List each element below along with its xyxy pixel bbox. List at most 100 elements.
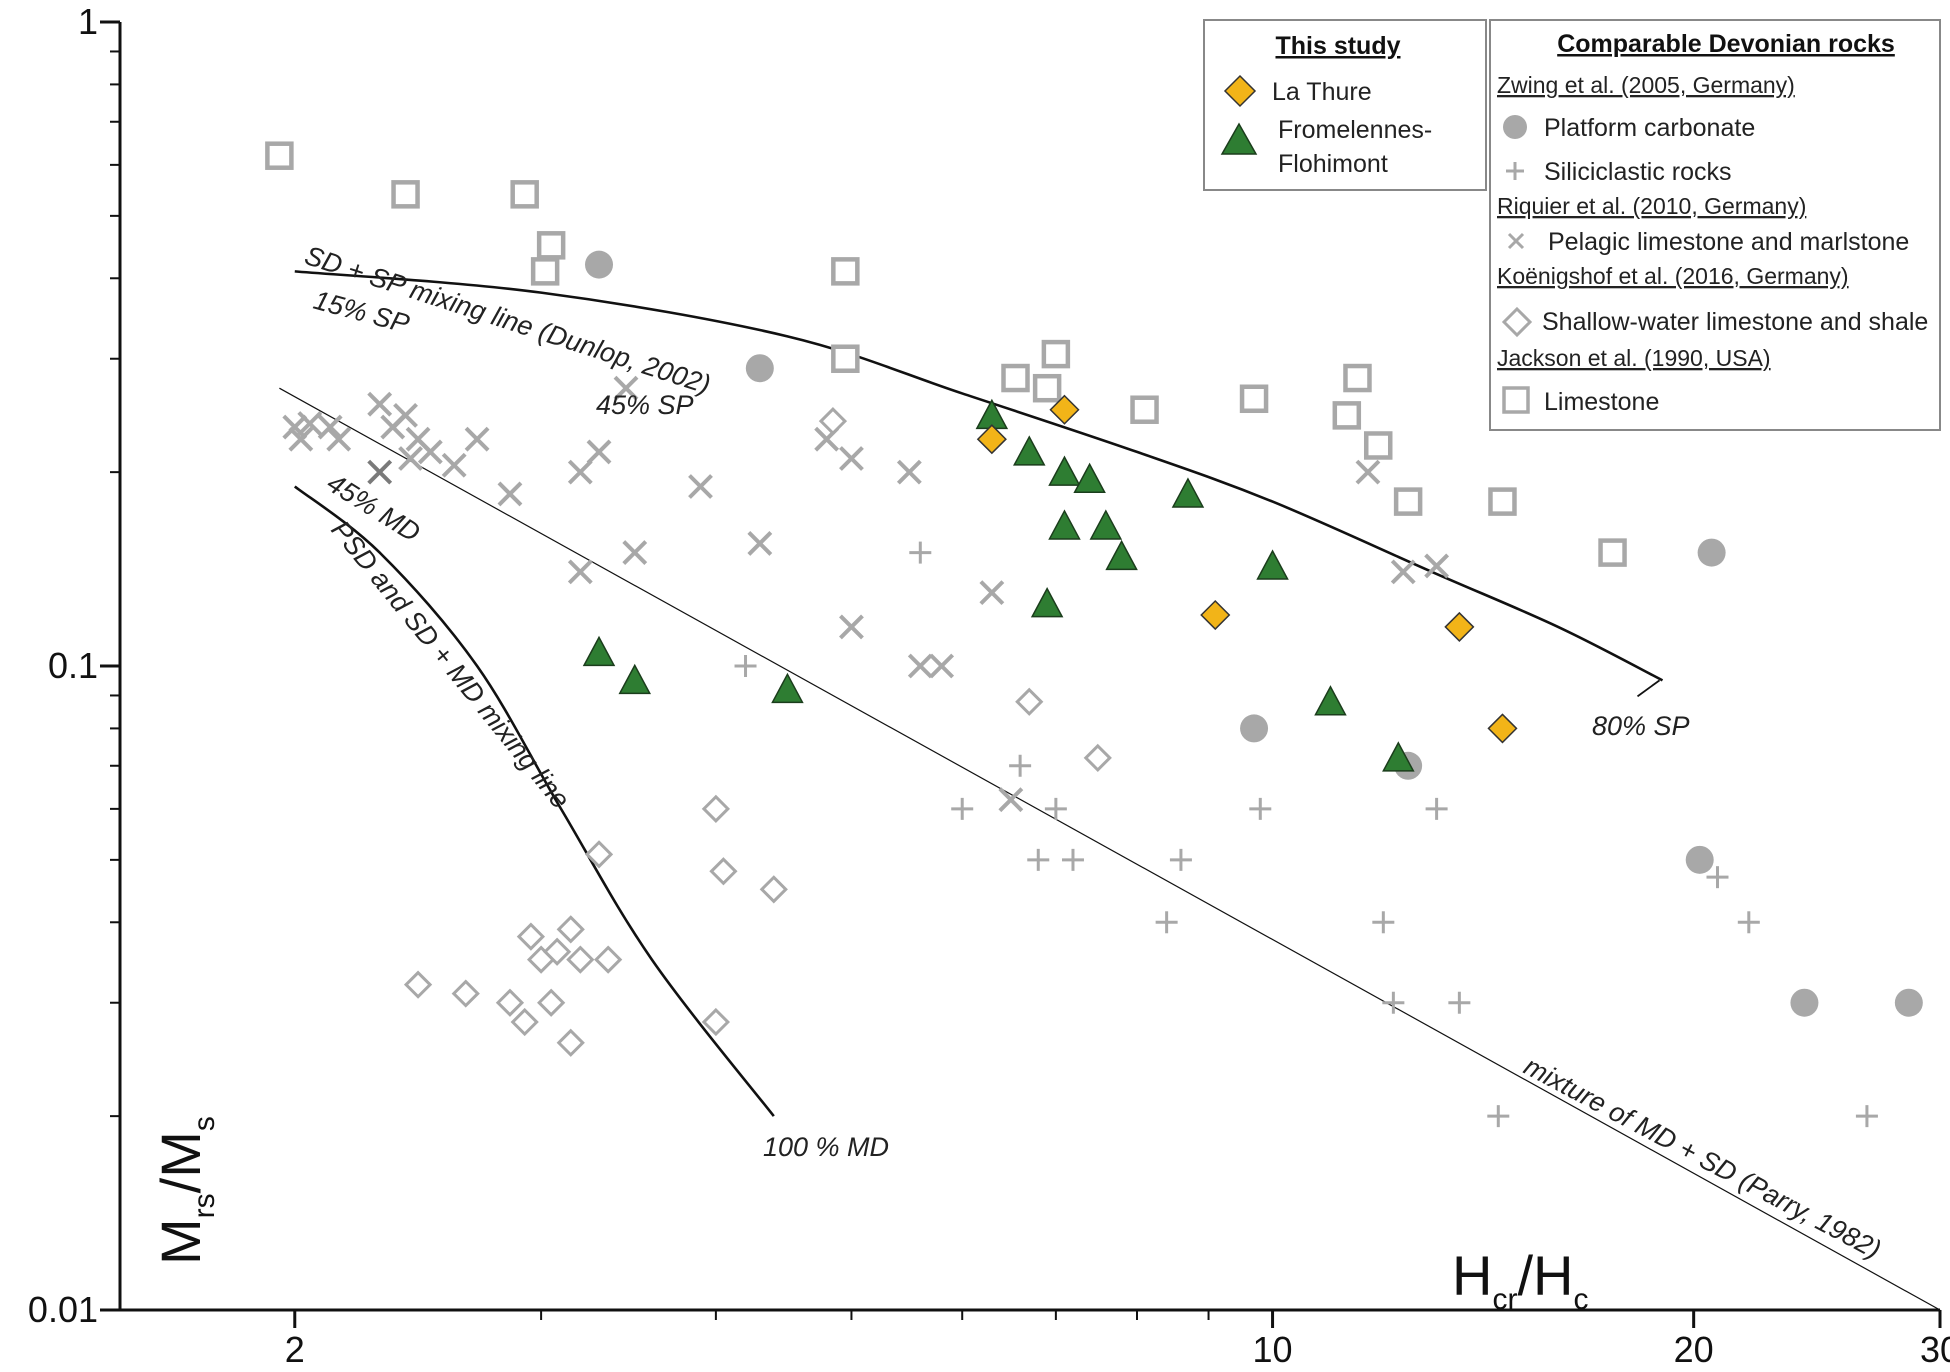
series-limestone (265, 141, 1627, 567)
limestone-point (530, 257, 560, 286)
pelagic-point (297, 411, 323, 436)
cross-b (317, 414, 343, 440)
shallow-water-point (759, 875, 788, 904)
shallow-water-point (701, 794, 731, 823)
legend-this-study: This study La Thure Fromelennes- Flohimo… (1203, 19, 1487, 191)
platform-carbonate-point (1685, 845, 1714, 874)
siliciclastic-point (734, 655, 757, 677)
siliciclastic-point (1855, 1105, 1878, 1128)
cross-b (497, 481, 523, 507)
limestone-point (1032, 373, 1062, 403)
fromelennes-point (1089, 509, 1123, 540)
pelagic-point (1390, 559, 1416, 585)
limestone-point (510, 180, 539, 209)
cross-b (417, 439, 443, 465)
fromelennes-point (1073, 462, 1106, 493)
shallow-water-point (403, 970, 433, 999)
la-thure-point (1487, 713, 1518, 744)
limestone-point (1488, 487, 1517, 516)
siliciclastic-point (1009, 754, 1032, 777)
cross-b (688, 474, 713, 499)
shallow-water-point (556, 915, 585, 944)
pelagic-point (317, 414, 343, 440)
cross-b (839, 446, 864, 471)
curves-layer (279, 270, 1941, 1311)
y-axis-title: Mrs/Ms (149, 1116, 221, 1265)
legend-pelagic-marker (1507, 232, 1525, 250)
legend-siliciclastic-marker (1506, 162, 1524, 180)
siliciclastic-point (1027, 848, 1050, 871)
y-axis-title-slash: /M (149, 1131, 212, 1193)
platform-carbonate-point (1790, 988, 1819, 1017)
x-tick-label: 2 (285, 1329, 305, 1370)
y-tick-label: 0.01 (28, 1289, 98, 1330)
cross-b (367, 459, 393, 485)
pelagic-point (622, 540, 648, 566)
pelagic-point (367, 391, 393, 417)
cross-b (567, 559, 593, 585)
limestone-point (1239, 384, 1269, 414)
limestone-point (1001, 363, 1030, 393)
cross-b (441, 452, 467, 478)
curve-1 (279, 387, 1941, 1311)
la-thure-point (1200, 599, 1231, 631)
limestone-point (1041, 339, 1071, 369)
siliciclastic-point (951, 797, 974, 820)
cross-b (282, 414, 308, 440)
la-thure-point (1444, 611, 1475, 642)
y-axis-title-main: M (149, 1218, 212, 1265)
cross-b (907, 653, 933, 679)
legend-fromelennes-label-2: Flohimont (1278, 150, 1388, 178)
y-tick-label: 1 (78, 1, 98, 42)
x-tick-label: 20 (1674, 1329, 1714, 1370)
platform-carbonate-point (585, 250, 614, 279)
annotation-100-md: 100 % MD (763, 1132, 889, 1162)
shallow-water-point (451, 979, 480, 1008)
shallow-water-point (1015, 687, 1044, 716)
curve-2 (293, 485, 775, 1117)
siliciclastic-point (1249, 797, 1272, 820)
pelagic-point (398, 446, 423, 471)
legend-source-koenigshof: Koënigshof et al. (2016, Germany) (1497, 263, 1849, 289)
shallow-water-point (584, 840, 614, 869)
legend-comparable-title: Comparable Devonian rocks (1557, 30, 1895, 58)
legend-shallow-water-label: Shallow-water limestone and shale (1542, 308, 1928, 336)
pelagic-point (998, 787, 1024, 813)
fromelennes-point (1048, 509, 1081, 540)
y-axis-title-sub1: rs (188, 1193, 221, 1218)
x-tick-label: 10 (1253, 1329, 1293, 1370)
cross-b (405, 426, 431, 452)
fromelennes-point (1048, 455, 1081, 486)
legend-source-jackson: Jackson et al. (1990, USA) (1497, 345, 1771, 371)
pelagic-point (464, 426, 490, 452)
pelagic-point (417, 439, 443, 465)
cross-b (747, 531, 773, 556)
limestone-point (1332, 401, 1362, 430)
pelagic-point (929, 653, 955, 679)
pelagic-point (613, 375, 639, 401)
pelagic-point (567, 459, 593, 485)
cross-b (613, 375, 639, 401)
legend-limestone-marker (1502, 386, 1530, 414)
legend-fromelennes-marker (1220, 122, 1258, 155)
y-axis-title-sub2: s (188, 1116, 221, 1131)
x-axis-title-sub2: c (1573, 1283, 1588, 1316)
shallow-water-point (495, 988, 525, 1017)
pelagic-point (441, 452, 467, 478)
cross-b (839, 614, 864, 640)
cross-b (393, 402, 418, 428)
cross-b (567, 459, 593, 485)
series-siliciclastic-rocks (734, 541, 1878, 1128)
pelagic-point (907, 653, 933, 679)
pelagic-point (688, 474, 713, 499)
sp-end-tick (1636, 679, 1661, 698)
siliciclastic-point (1425, 797, 1448, 820)
cross-b (326, 426, 352, 452)
siliciclastic-point (1169, 848, 1192, 871)
shallow-water-point (701, 1007, 731, 1037)
x-axis-title: Hcr/Hc (1452, 1244, 1588, 1316)
la-thure-point (976, 424, 1007, 455)
fromelennes-point (771, 672, 804, 704)
cross-b (1424, 553, 1450, 579)
fromelennes-point (1030, 587, 1064, 618)
